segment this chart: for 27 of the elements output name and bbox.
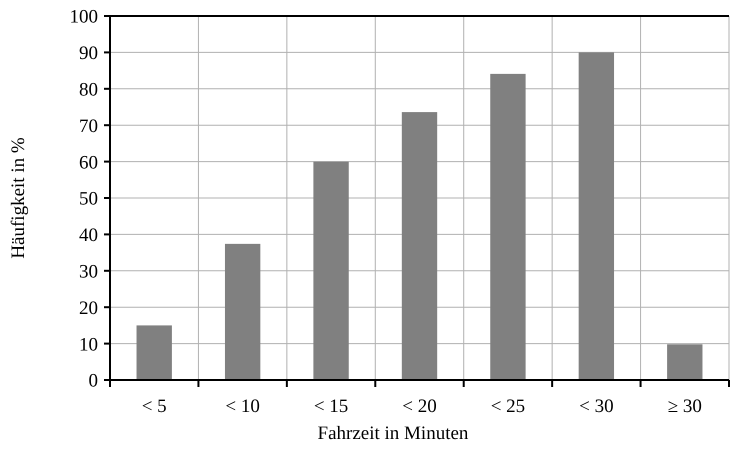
y-tick-label: 20 bbox=[79, 298, 98, 319]
x-tick-label: < 25 bbox=[490, 396, 526, 417]
y-axis-title: Häufigkeit in % bbox=[8, 137, 29, 259]
y-tick-label: 90 bbox=[79, 43, 98, 64]
x-tick-label: < 30 bbox=[579, 396, 614, 417]
bar bbox=[313, 162, 349, 380]
bar bbox=[402, 112, 438, 380]
y-tick-label: 100 bbox=[70, 6, 98, 28]
x-tick-label: ≥ 30 bbox=[668, 396, 702, 417]
y-tick-label: 70 bbox=[79, 116, 98, 137]
bar bbox=[578, 52, 614, 380]
x-axis-title: Fahrzeit in Minuten bbox=[318, 423, 469, 444]
y-tick-label: 80 bbox=[79, 79, 98, 100]
x-tick-label: < 15 bbox=[314, 396, 348, 417]
y-tick-label: 60 bbox=[79, 152, 98, 174]
x-tick-label: < 5 bbox=[142, 396, 167, 417]
y-tick-label: 30 bbox=[79, 261, 98, 282]
x-tick-label: < 20 bbox=[402, 396, 437, 417]
bar bbox=[667, 344, 702, 380]
bar bbox=[490, 74, 526, 380]
bar bbox=[136, 325, 172, 380]
y-tick-label: 50 bbox=[79, 188, 98, 210]
y-tick-label: 10 bbox=[79, 334, 98, 356]
x-tick-label: < 10 bbox=[225, 396, 260, 417]
bar bbox=[224, 244, 260, 380]
y-tick-label: 40 bbox=[79, 225, 98, 246]
y-tick-label: 0 bbox=[88, 370, 98, 392]
